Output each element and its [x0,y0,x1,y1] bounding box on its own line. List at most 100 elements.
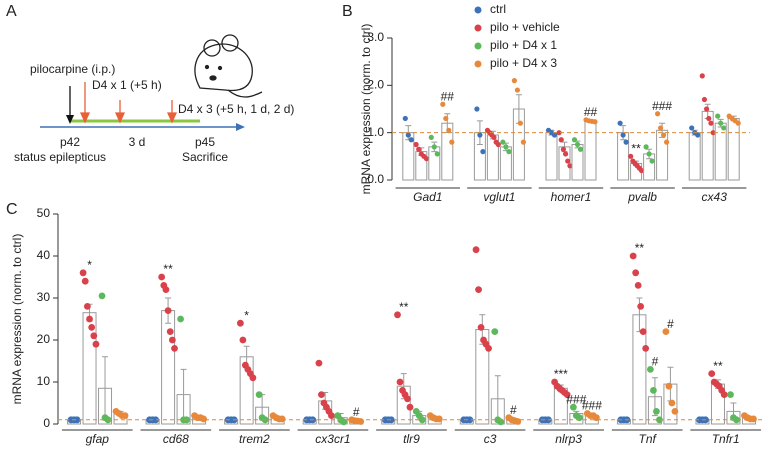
data-point [152,416,159,424]
data-point [88,324,96,331]
data-point [727,391,734,398]
data-point [236,319,244,327]
data-point [658,125,664,131]
data-point [632,269,640,277]
data-point [710,130,716,136]
y-tick-label: 50 [37,206,51,220]
data-point [166,328,174,335]
data-point [567,163,573,169]
y-axis-label: mRNA expression (norm. to ctrl) [359,24,373,195]
data-point [428,134,434,140]
data-point [168,336,176,344]
data-point [637,303,645,310]
x-tick-label: Tnfr1 [712,432,740,446]
data-point [506,149,512,155]
significance: ### [566,392,586,406]
data-point [503,144,509,150]
data-point [98,292,106,300]
data-point [699,73,705,79]
data-point [517,120,524,126]
y-tick-label: 20 [37,332,51,346]
significance: *** [554,367,568,381]
bar [688,132,701,181]
data-point [577,146,584,152]
data-point [560,146,567,152]
x-tick-label: Tnf [638,432,657,446]
y-tick-label: 1.0 [367,125,384,139]
significance: ** [631,142,641,156]
legend-marker [474,42,482,50]
significance: # [667,317,674,331]
data-point [558,137,564,143]
data-point [413,141,419,148]
legend-label: pilo + D4 x 1 [490,38,557,52]
x-tick-label: pvalb [627,190,657,204]
significance: # [353,405,360,419]
data-point [480,149,486,155]
y-tick-label: 10 [37,374,51,388]
data-point [495,141,501,148]
data-point [565,158,571,164]
data-point [569,403,577,411]
data-point [620,132,626,138]
data-point [416,146,422,152]
data-point [661,132,667,138]
panel-label: A [6,3,17,20]
x-tick-label: cd68 [163,432,189,446]
y-tick-label: 30 [37,290,51,304]
data-point [318,391,325,398]
data-point [396,378,404,386]
data-point [708,370,716,377]
bar [714,122,727,181]
data-point [387,416,395,424]
data-point [695,132,701,138]
data-point [701,96,708,103]
data-point [718,120,724,126]
significance: * [87,258,92,272]
significance: ** [713,359,723,373]
data-point [491,328,499,335]
significance: ** [163,262,173,276]
data-point [328,412,335,419]
legend-marker [474,60,482,68]
data-point [164,307,172,314]
data-point [171,345,178,352]
timeline-text: D4 x 1 (+5 h) [92,78,162,92]
significance: # [652,355,659,369]
data-point [404,395,411,403]
y-tick-label: 0 [43,416,50,430]
data-point [440,101,446,107]
data-point [520,139,527,145]
mouse-icon [194,34,263,98]
data-point [431,144,437,150]
data-point [500,139,506,145]
data-point [449,139,455,145]
data-point [689,125,695,131]
significance: ** [635,241,645,255]
data-point [83,303,91,310]
legend-label: ctrl [490,2,506,16]
data-point [708,120,714,126]
data-point [592,119,598,125]
timeline: pilocarpine (i.p.) D4 x 1 (+5 h) D4 x 3 … [14,62,294,164]
y-axis-label: mRNA expression (norm. to ctrl) [10,234,24,405]
data-point [408,137,414,143]
y-tick-label: 40 [37,248,51,262]
data-point [423,156,430,162]
timeline-text: 3 d [129,135,146,149]
x-tick-label: vglut1 [483,190,515,204]
data-point [472,246,480,254]
timeline-text: status epilepticus [14,150,106,164]
timeline-text: D4 x 3 (+5 h, 1 d, 2 d) [178,102,294,116]
data-point [315,359,323,367]
data-point [239,336,247,344]
data-point [158,273,166,281]
data-point [649,158,655,164]
data-point [671,408,679,415]
data-point [200,415,207,423]
data-point [92,340,100,348]
y-tick-label: 2.0 [367,78,384,92]
y-tick-label: 0.0 [367,172,384,186]
data-point [643,144,649,150]
